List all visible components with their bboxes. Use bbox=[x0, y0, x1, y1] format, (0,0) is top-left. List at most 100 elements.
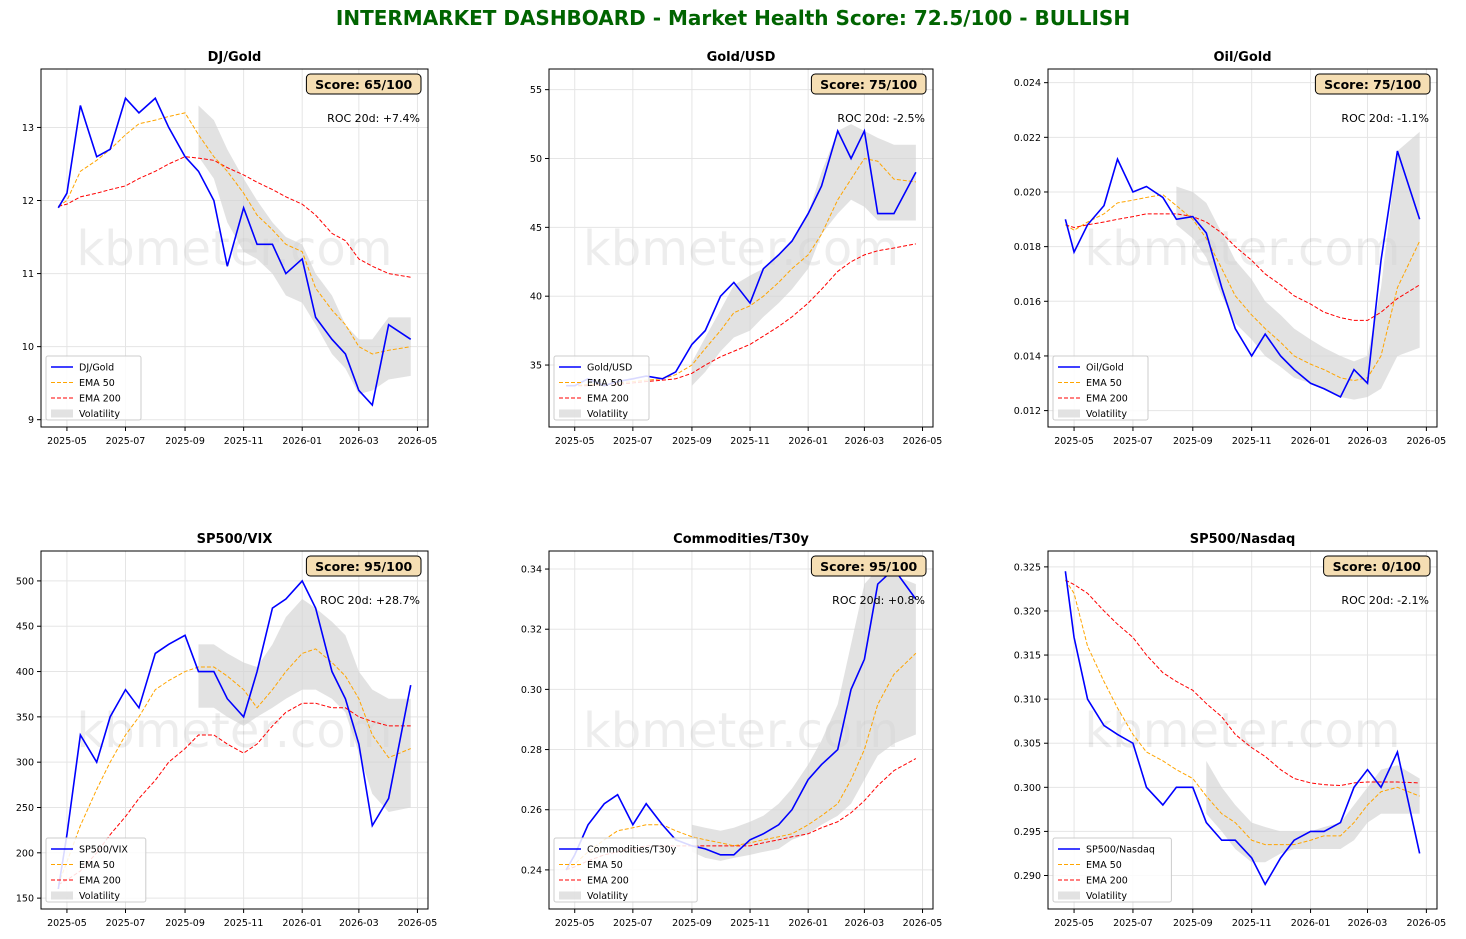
y-tick-label: 0.315 bbox=[1014, 651, 1041, 662]
x-tick-label: 2026-03 bbox=[1348, 436, 1388, 447]
x-tick-label: 2025-09 bbox=[165, 436, 205, 447]
legend-swatch bbox=[1058, 409, 1080, 418]
x-tick-label: 2025-11 bbox=[224, 918, 264, 929]
legend-label: DJ/Gold bbox=[79, 363, 114, 374]
legend-label: EMA 50 bbox=[587, 860, 623, 871]
x-tick-label: 2025-05 bbox=[555, 436, 595, 447]
x-tick-label: 2026-03 bbox=[339, 436, 379, 447]
subplot-oil-gold: 2025-05 2025-07 2025-09 2025-11 2026-01 2026-… bbox=[1014, 50, 1446, 447]
x-tick-label: 2025-09 bbox=[1173, 436, 1213, 447]
plot-frame bbox=[1047, 550, 1438, 910]
y-tick-label: 0.020 bbox=[1014, 187, 1041, 198]
legend-label: EMA 50 bbox=[79, 860, 115, 871]
subplot-dj-gold: 2025-05 2025-07 2025-09 2025-11 2026-01 2026-… bbox=[22, 50, 437, 447]
legend-label: Volatility bbox=[1086, 409, 1127, 420]
y-tick-label: 350 bbox=[16, 712, 34, 723]
x-tick-label: 2026-01 bbox=[1291, 436, 1331, 447]
legend-swatch bbox=[559, 891, 581, 900]
legend-swatch bbox=[51, 409, 73, 418]
y-tick-label: 0.018 bbox=[1014, 242, 1041, 253]
x-tick-label: 2025-07 bbox=[1113, 918, 1153, 929]
x-tick-label: 2025-05 bbox=[555, 918, 595, 929]
y-tick-label: 0.300 bbox=[1014, 783, 1041, 794]
x-tick-label: 2025-09 bbox=[1173, 918, 1213, 929]
legend bbox=[45, 837, 147, 903]
y-tick-label: 0.26 bbox=[521, 805, 542, 816]
legend-label: Volatility bbox=[1086, 891, 1127, 902]
y-tick-label: 0.320 bbox=[1014, 606, 1041, 617]
legend-label: EMA 200 bbox=[587, 876, 629, 887]
y-tick-label: 55 bbox=[530, 85, 542, 96]
legend-label: Oil/Gold bbox=[1086, 363, 1124, 374]
y-tick-label: 9 bbox=[28, 415, 34, 426]
y-tick-label: 40 bbox=[530, 292, 542, 303]
x-tick-label: 2026-01 bbox=[282, 436, 322, 447]
x-tick-label: 2025-09 bbox=[672, 918, 712, 929]
x-tick-label: 2026-05 bbox=[903, 436, 943, 447]
x-tick-label: 2025-07 bbox=[613, 918, 653, 929]
ema200-line bbox=[1065, 579, 1420, 787]
score-badge bbox=[305, 555, 422, 577]
legend bbox=[1052, 355, 1149, 421]
y-tick-label: 0.014 bbox=[1014, 351, 1041, 362]
ema50-line bbox=[565, 652, 917, 871]
y-tick-label: 50 bbox=[530, 154, 542, 165]
legend-label: Gold/USD bbox=[587, 363, 632, 374]
y-tick-label: 150 bbox=[16, 894, 34, 905]
score-text: Score: 95/100 bbox=[820, 559, 917, 574]
y-tick-label: 500 bbox=[16, 576, 34, 587]
legend-swatch bbox=[1058, 891, 1080, 900]
y-tick-label: 300 bbox=[16, 758, 34, 769]
x-tick-label: 2025-09 bbox=[165, 918, 205, 929]
ema200-line bbox=[58, 156, 411, 278]
ema50-line bbox=[57, 648, 411, 885]
plot-frame bbox=[40, 550, 429, 910]
volatility-band bbox=[1206, 760, 1420, 863]
volatility-band bbox=[198, 105, 411, 395]
score-text: Score: 75/100 bbox=[1324, 77, 1421, 92]
subplot-title: Oil/Gold bbox=[1213, 50, 1271, 65]
y-tick-label: 0.28 bbox=[521, 745, 542, 756]
x-tick-label: 2026-05 bbox=[398, 436, 438, 447]
ema200-line bbox=[58, 702, 411, 885]
x-tick-label: 2025-05 bbox=[47, 918, 87, 929]
x-tick-label: 2025-11 bbox=[730, 918, 770, 929]
y-tick-label: 10 bbox=[22, 342, 34, 353]
score-badge bbox=[810, 555, 927, 577]
x-tick-label: 2026-03 bbox=[845, 436, 885, 447]
x-tick-label: 2025-07 bbox=[1113, 436, 1153, 447]
roc-text: ROC 20d: +7.4% bbox=[327, 112, 420, 125]
y-tick-label: 200 bbox=[16, 848, 34, 859]
score-text: Score: 95/100 bbox=[315, 559, 412, 574]
y-tick-label: 0.016 bbox=[1014, 297, 1041, 308]
legend-label: EMA 50 bbox=[1086, 860, 1122, 871]
x-tick-label: 2026-05 bbox=[1407, 918, 1447, 929]
plot-frame bbox=[40, 68, 429, 428]
roc-text: ROC 20d: -2.1% bbox=[1341, 594, 1429, 607]
roc-text: ROC 20d: +28.7% bbox=[320, 594, 420, 607]
price-line bbox=[1064, 150, 1421, 399]
x-tick-label: 2026-01 bbox=[788, 918, 828, 929]
y-tick-label: 400 bbox=[16, 667, 34, 678]
score-badge bbox=[1314, 73, 1431, 95]
legend-label: Volatility bbox=[587, 409, 628, 420]
plot-frame bbox=[548, 550, 934, 910]
y-tick-label: 0.012 bbox=[1014, 406, 1041, 417]
legend-label: SP500/VIX bbox=[79, 845, 128, 856]
subplot-title: SP500/Nasdaq bbox=[1190, 532, 1296, 547]
x-tick-label: 2026-05 bbox=[903, 918, 943, 929]
y-tick-label: 0.34 bbox=[521, 565, 542, 576]
legend-label: Volatility bbox=[79, 891, 120, 902]
y-tick-label: 0.325 bbox=[1014, 562, 1041, 573]
price-line bbox=[57, 96, 412, 407]
watermark: kbmeter.com bbox=[1084, 221, 1400, 277]
legend-label: EMA 50 bbox=[587, 378, 623, 389]
price-line bbox=[565, 567, 917, 871]
subplot-commodities-t30y: 2025-05 2025-07 2025-09 2025-11 2026-01 2026-… bbox=[521, 532, 943, 929]
legend-swatch bbox=[559, 409, 581, 418]
volatility-band bbox=[691, 124, 916, 386]
ema50-line bbox=[1065, 194, 1421, 382]
x-tick-label: 2026-03 bbox=[845, 918, 885, 929]
legend-label: EMA 200 bbox=[79, 876, 121, 887]
